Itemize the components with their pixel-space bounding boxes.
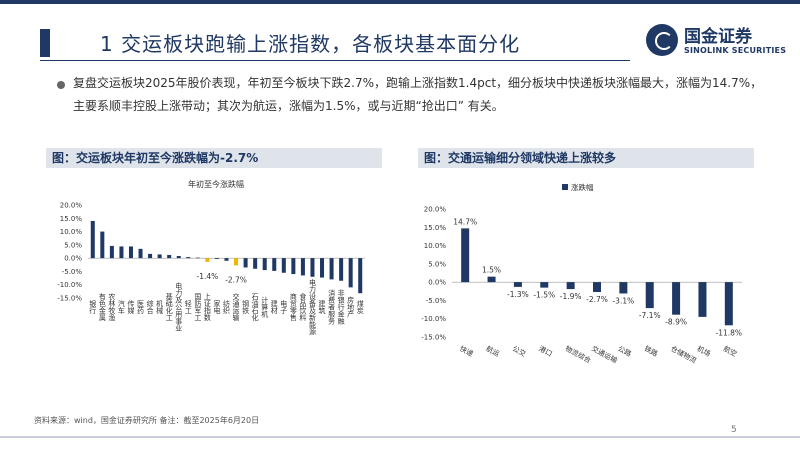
x-category-label: 国防军工 (194, 293, 202, 321)
x-category-label: 电力设备及新能源 (308, 278, 316, 336)
bullet-icon (57, 81, 65, 89)
bar-综合 (148, 253, 153, 259)
bar-商贸零售 (291, 258, 296, 275)
x-category-label: 建筑 (318, 299, 326, 315)
bar-国防军工 (195, 257, 200, 259)
page-title: 1 交运板块跑输上涨指数，各板块基本面分化 (100, 32, 521, 56)
data-label: -2.7% (225, 275, 247, 284)
right-chart-caption: 图：交通运输细分领域快递上涨较多 (418, 148, 754, 168)
x-category-label: 机械 (156, 299, 164, 315)
y-tick-label: 10.0% (60, 228, 83, 236)
x-category-label: 基础化工 (165, 292, 173, 321)
x-category-label: 电力及公用事业 (175, 282, 183, 332)
bar-银行 (90, 220, 95, 259)
bar-食品饮料 (300, 258, 305, 276)
x-category-label: 石油石化 (251, 293, 259, 322)
top-accent-bar (0, 0, 800, 4)
x-category-label: 非银行金融 (337, 289, 345, 326)
bar-有色金属 (100, 231, 105, 259)
bar-电力设备及新能源 (310, 258, 315, 277)
bar-上证指数 (205, 258, 210, 262)
bar-石油石化 (253, 258, 258, 269)
x-category-label: 有色金属 (98, 292, 106, 322)
x-category-label: 纺织 (223, 299, 231, 315)
x-category-label: 煤炭 (356, 299, 364, 315)
logo-chinese-name: 国金证券 (684, 27, 752, 47)
x-category-label: 汽车 (117, 299, 125, 315)
bar-医药 (138, 248, 143, 259)
x-category-label: 综合 (146, 299, 154, 315)
bar-传媒 (128, 246, 133, 259)
x-category-label: 银行 (89, 299, 97, 315)
x-category-label: 交通运输 (232, 292, 240, 322)
x-category-label: 计算机 (261, 296, 269, 319)
title-accent-block (40, 29, 50, 57)
bar-基础化工 (167, 254, 172, 259)
x-category-label: 房地产 (347, 296, 355, 319)
title-underline (40, 60, 630, 61)
source-note: 资料来源：wind，国金证券研究所 备注：截至2025年6月20日 (34, 416, 260, 425)
left-chart-caption: 图：交运板块年初至今涨跌幅为-2.7% (46, 148, 382, 168)
x-category-label: 商贸零售 (289, 292, 297, 322)
bar-轻工 (186, 257, 191, 259)
x-category-label: 食品饮料 (299, 292, 307, 322)
x-category-label: 传媒 (127, 299, 135, 315)
x-category-label: 上证指数 (203, 292, 211, 322)
x-category-label: 钢铁 (242, 299, 250, 315)
bar-房地产 (348, 258, 353, 288)
y-tick-label: 0.0% (64, 255, 82, 263)
logo-icon (646, 24, 678, 56)
x-category-label: 电子 (280, 299, 288, 314)
bar-电力及公用事业 (176, 256, 181, 259)
page-number: 5 (731, 425, 737, 435)
bar-非银行金融 (339, 258, 344, 281)
x-category-label: 农林牧渔 (108, 292, 116, 322)
y-tick-label: -5.0% (62, 268, 83, 276)
bar-汽车 (119, 246, 124, 259)
bar-钢铁 (243, 258, 248, 268)
x-category-label: 建材 (270, 299, 278, 314)
x-category-label: 家电 (213, 299, 221, 314)
bar-交通运输 (234, 258, 239, 266)
y-tick-label: -10.0% (57, 281, 82, 289)
data-label: -1.4% (197, 272, 219, 281)
bar-机械 (157, 254, 162, 259)
x-category-label: 轻工 (184, 299, 192, 314)
bar-煤炭 (358, 258, 363, 294)
bar-计算机 (262, 258, 267, 271)
bar-纺织 (224, 258, 229, 261)
y-tick-label: -15.0% (57, 295, 82, 303)
logo-english-name: SINOLINK SECURITIES (684, 46, 787, 55)
bar-农林牧渔 (109, 245, 114, 259)
summary-paragraph: 复盘交运板块2025年股价表现，年初至今板块下跌2.7%，跑输上涨指数1.4pc… (73, 76, 763, 113)
y-tick-label: 5.0% (64, 241, 82, 249)
x-category-label: 消费者服务 (328, 289, 336, 326)
y-tick-label: 20.0% (60, 202, 83, 210)
x-category-label: 医药 (137, 300, 145, 315)
y-tick-label: 15.0% (60, 215, 83, 223)
footer-line (0, 436, 800, 438)
bar-消费者服务 (329, 258, 334, 280)
company-logo: 国金证券 SINOLINK SECURITIES (646, 22, 786, 62)
bar-建材 (272, 258, 277, 271)
bar-建筑 (320, 258, 325, 278)
left-chart-title: 年初至今涨跌幅 (188, 179, 244, 189)
bar-家电 (214, 258, 219, 259)
bar-电子 (281, 258, 286, 273)
